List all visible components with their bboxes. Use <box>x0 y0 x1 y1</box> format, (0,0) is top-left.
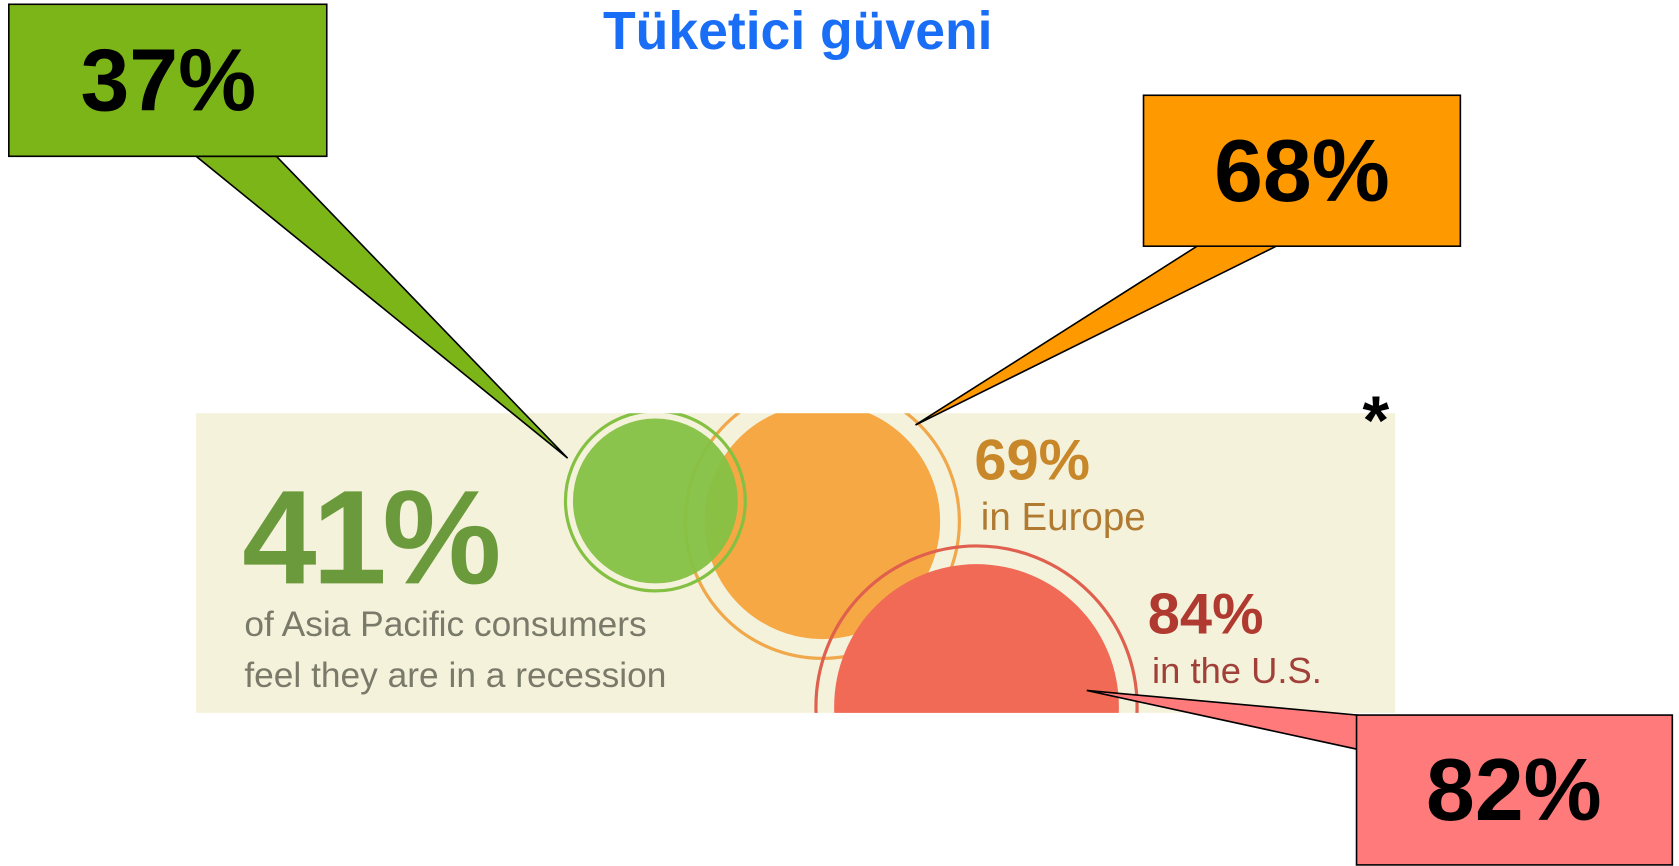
callout: 82% <box>1086 689 1674 866</box>
callout-label: 82% <box>1426 741 1602 839</box>
callout-pointer <box>915 245 1277 426</box>
asia-value: 41% <box>242 463 498 612</box>
callout-pointer <box>193 155 569 459</box>
asia-circle <box>572 418 738 584</box>
callout-box <box>8 3 328 158</box>
europe-label: in Europe <box>981 496 1146 539</box>
callout-box <box>1355 714 1674 866</box>
infographic: 41% of Asia Pacific consumers feel they … <box>196 413 1396 713</box>
callout-label: 37% <box>80 31 256 129</box>
europe-circle <box>704 413 941 640</box>
europe-value: 69% <box>974 429 1090 493</box>
us-circle <box>834 564 1119 713</box>
callout: 68% <box>915 94 1462 426</box>
caption-line: of Asia Pacific consumers <box>244 605 646 644</box>
circles <box>563 413 1139 713</box>
callout-label: 68% <box>1214 122 1390 220</box>
asia-ring <box>563 413 747 593</box>
caption-line: feel they are in a recession <box>244 656 666 695</box>
us-label: in the U.S. <box>1152 650 1322 691</box>
callout: 37% <box>8 3 569 459</box>
callout-box <box>1142 94 1462 248</box>
footnote-marker: * <box>1362 382 1389 459</box>
us-value: 84% <box>1148 583 1264 647</box>
slide-title: Tüketici güveni <box>603 2 993 61</box>
us-ring <box>814 544 1139 713</box>
